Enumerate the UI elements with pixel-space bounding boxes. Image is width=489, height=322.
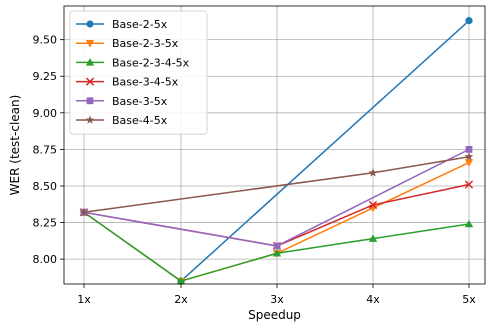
- x-tick-label: 2x: [174, 293, 188, 306]
- data-point-Base-4-5x-1: [368, 168, 378, 177]
- y-tick-label: 9.50: [33, 34, 58, 47]
- data-point-Base-2-3-5x-4: [464, 159, 474, 167]
- x-tick-label: 5x: [462, 293, 476, 306]
- y-tick-label: 8.00: [33, 253, 58, 266]
- legend-marker-Base-2-3-5x: [85, 40, 95, 48]
- data-point-Base-2-3-4-5x-2: [272, 248, 282, 257]
- legend-marker-Base-3-4-5x: [85, 77, 95, 86]
- legend-item-Base-2-5x: Base-2-5x: [76, 18, 168, 31]
- data-point-Base-3-4-5x-3-stroke-b: [464, 180, 474, 189]
- data-point-Base-3-4-5x-2: [368, 200, 378, 210]
- legend-label: Base-2-3-5x: [112, 37, 179, 50]
- series-Base-3-5x: [80, 145, 473, 250]
- legend-marker-Base-4-5x: [85, 115, 95, 124]
- x-tick-label: 4x: [366, 293, 380, 306]
- series-Base-2-3-4-5x: [79, 208, 474, 285]
- data-point-Base-2-5x-2: [465, 17, 473, 25]
- legend-item-Base-2-3-4-5x: Base-2-3-4-5x: [76, 56, 190, 69]
- x-tick-label: 1x: [77, 293, 91, 306]
- legend-item-Base-2-3-5x: Base-2-3-5x: [76, 37, 179, 50]
- axes: 8.00 8.25 8.50 8.75 9.00 9.25 9.50 1x 2x 3x 4x 5x: [33, 34, 477, 306]
- plot-series: [79, 17, 474, 286]
- data-point-Base-2-3-4-5x-3: [368, 234, 378, 242]
- legend-marker-Base-2-5x: [86, 20, 94, 28]
- data-point-Base-2-3-4-5x-1: [176, 276, 186, 285]
- plot-frame: [63, 5, 486, 285]
- y-tick-label: 8.25: [33, 217, 58, 230]
- series-line-Base-4-5x: [83, 155, 470, 214]
- legend-marker-Base-2-3-4-5x: [85, 58, 95, 66]
- data-point-Base-4-5x-2: [464, 152, 474, 161]
- data-point-Base-4-5x-0: [79, 207, 89, 217]
- data-point-Base-3-4-5x-2-stroke-b: [368, 200, 378, 210]
- y-tick-label: 9.00: [33, 107, 58, 120]
- legend-label: Base-4-5x: [112, 114, 168, 127]
- series-Base-4-5x: [79, 152, 474, 217]
- legend-label: Base-2-5x: [112, 18, 168, 31]
- legend-marker-Base-3-5x: [86, 97, 94, 105]
- legend-label: Base-3-5x: [112, 95, 168, 108]
- legend-marker-Base-3-4-5x-stroke-b: [85, 77, 95, 86]
- y-tick-label: 8.50: [33, 180, 58, 193]
- legend-box: [69, 10, 208, 135]
- y-axis-label: WER (test-clean): [8, 95, 22, 196]
- data-point-Base-3-4-5x-3: [464, 180, 474, 189]
- x-axis-label: Speedup: [248, 308, 301, 322]
- x-tick-label: 3x: [270, 293, 284, 306]
- y-tick-label: 8.75: [33, 143, 58, 156]
- data-point-Base-2-3-4-5x-4: [464, 219, 474, 228]
- legend: Base-2-5x Base-2-3-5x Base-2-3-4-5x Base-3-…: [69, 10, 208, 135]
- legend-label: Base-2-3-4-5x: [112, 56, 190, 69]
- legend-item-Base-3-4-5x: Base-3-4-5x: [76, 76, 179, 89]
- legend-label: Base-3-4-5x: [112, 76, 179, 89]
- data-point-Base-3-5x-1: [273, 242, 281, 250]
- legend-item-Base-4-5x: Base-4-5x: [76, 114, 168, 127]
- data-point-Base-3-5x-2: [465, 145, 473, 153]
- series-Base-3-4-5x: [79, 180, 474, 251]
- y-tick-label: 9.25: [33, 70, 58, 83]
- legend-item-Base-3-5x: Base-3-5x: [76, 95, 168, 108]
- series-line-Base-3-5x: [83, 148, 470, 247]
